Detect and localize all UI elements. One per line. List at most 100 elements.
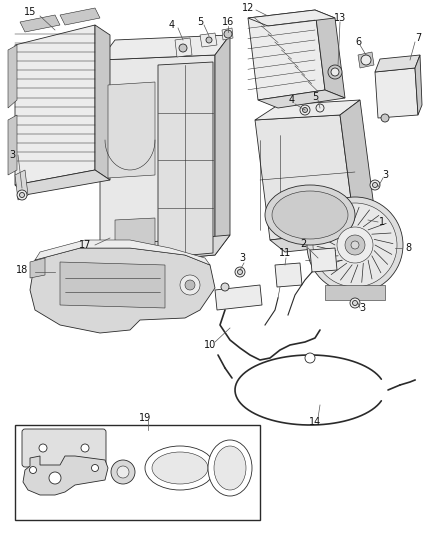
- Ellipse shape: [214, 446, 246, 490]
- Circle shape: [180, 275, 200, 295]
- Polygon shape: [115, 218, 155, 258]
- Text: 15: 15: [24, 7, 36, 17]
- Polygon shape: [248, 10, 325, 100]
- Circle shape: [300, 105, 310, 115]
- Circle shape: [92, 464, 99, 472]
- Text: 4: 4: [289, 95, 295, 105]
- Circle shape: [328, 65, 342, 79]
- Polygon shape: [248, 10, 335, 26]
- Polygon shape: [375, 68, 418, 118]
- Circle shape: [372, 182, 378, 188]
- Circle shape: [17, 190, 27, 200]
- Text: 5: 5: [197, 17, 203, 27]
- Ellipse shape: [152, 452, 208, 484]
- Polygon shape: [60, 8, 100, 25]
- Polygon shape: [358, 52, 374, 68]
- Circle shape: [307, 197, 403, 293]
- Ellipse shape: [145, 446, 215, 490]
- Text: 3: 3: [382, 170, 388, 180]
- Text: 13: 13: [334, 13, 346, 23]
- Text: 18: 18: [16, 265, 28, 275]
- Polygon shape: [15, 170, 110, 195]
- Polygon shape: [270, 230, 370, 252]
- Polygon shape: [200, 33, 217, 47]
- Polygon shape: [258, 90, 345, 108]
- Circle shape: [81, 444, 89, 452]
- Circle shape: [179, 44, 187, 52]
- Polygon shape: [23, 456, 108, 495]
- Polygon shape: [8, 115, 17, 175]
- Polygon shape: [315, 10, 345, 98]
- Polygon shape: [15, 170, 28, 200]
- Circle shape: [313, 203, 397, 287]
- Text: 10: 10: [204, 340, 216, 350]
- Polygon shape: [175, 38, 192, 57]
- Circle shape: [351, 241, 359, 249]
- Circle shape: [224, 30, 232, 38]
- Text: 6: 6: [355, 37, 361, 47]
- Ellipse shape: [265, 185, 355, 245]
- Circle shape: [206, 37, 212, 43]
- Circle shape: [345, 235, 365, 255]
- Polygon shape: [325, 285, 385, 300]
- Polygon shape: [8, 45, 17, 108]
- Circle shape: [235, 267, 245, 277]
- FancyBboxPatch shape: [22, 429, 106, 467]
- Polygon shape: [215, 285, 262, 310]
- Circle shape: [353, 301, 357, 305]
- Circle shape: [29, 466, 36, 473]
- Circle shape: [316, 104, 324, 112]
- Circle shape: [361, 55, 371, 65]
- Polygon shape: [100, 35, 230, 60]
- Text: 11: 11: [279, 248, 291, 258]
- Text: 8: 8: [405, 243, 411, 253]
- Polygon shape: [158, 62, 213, 258]
- Text: 14: 14: [309, 417, 321, 427]
- Circle shape: [111, 460, 135, 484]
- Text: 3: 3: [359, 303, 365, 313]
- Circle shape: [39, 444, 47, 452]
- Circle shape: [305, 353, 315, 363]
- Text: 17: 17: [79, 240, 91, 250]
- Polygon shape: [95, 25, 110, 180]
- Polygon shape: [15, 25, 95, 185]
- Text: 16: 16: [222, 17, 234, 27]
- Polygon shape: [255, 115, 355, 240]
- Polygon shape: [60, 262, 165, 308]
- Text: 3: 3: [9, 150, 15, 160]
- Circle shape: [221, 283, 229, 291]
- Polygon shape: [275, 263, 302, 287]
- Text: 5: 5: [312, 92, 318, 102]
- Polygon shape: [222, 28, 233, 40]
- Text: 7: 7: [415, 33, 421, 43]
- Ellipse shape: [272, 191, 348, 239]
- Polygon shape: [255, 100, 360, 120]
- Text: 4: 4: [169, 20, 175, 30]
- Polygon shape: [340, 100, 375, 230]
- Text: 1: 1: [379, 217, 385, 227]
- Text: 2: 2: [300, 239, 306, 249]
- Circle shape: [20, 192, 25, 198]
- Circle shape: [49, 472, 61, 484]
- Polygon shape: [100, 235, 230, 265]
- Polygon shape: [108, 82, 155, 178]
- Circle shape: [237, 270, 243, 274]
- Circle shape: [337, 227, 373, 263]
- Text: 3: 3: [239, 253, 245, 263]
- Circle shape: [350, 298, 360, 308]
- Polygon shape: [415, 55, 422, 115]
- Polygon shape: [375, 55, 420, 72]
- Circle shape: [185, 280, 195, 290]
- Polygon shape: [20, 15, 60, 32]
- Ellipse shape: [208, 440, 252, 496]
- Circle shape: [331, 68, 339, 76]
- Circle shape: [370, 180, 380, 190]
- Circle shape: [381, 114, 389, 122]
- Polygon shape: [35, 240, 210, 265]
- Polygon shape: [30, 248, 215, 333]
- Bar: [15, 425, 260, 520]
- Polygon shape: [310, 248, 337, 272]
- Circle shape: [303, 108, 307, 112]
- Circle shape: [117, 466, 129, 478]
- Polygon shape: [100, 55, 215, 265]
